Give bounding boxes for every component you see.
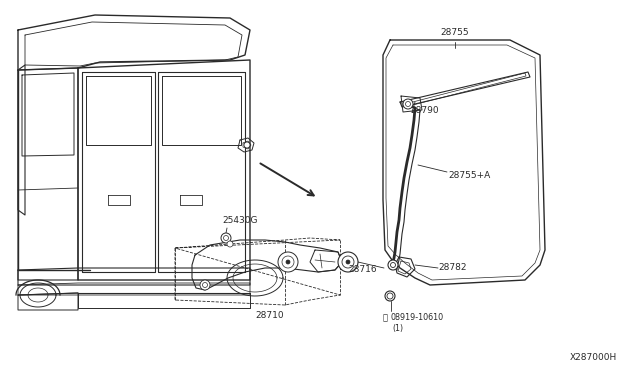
Circle shape	[403, 99, 413, 109]
Circle shape	[282, 256, 294, 268]
Circle shape	[244, 142, 250, 148]
Text: 08919-10610: 08919-10610	[391, 314, 444, 323]
Circle shape	[342, 256, 354, 268]
Circle shape	[200, 280, 210, 290]
Circle shape	[278, 252, 298, 272]
Circle shape	[390, 263, 396, 267]
Text: 25430G: 25430G	[222, 215, 257, 224]
Circle shape	[385, 291, 395, 301]
Circle shape	[227, 241, 233, 247]
Text: 28782: 28782	[438, 263, 467, 273]
Text: Ⓝ: Ⓝ	[383, 314, 388, 323]
Text: (1): (1)	[392, 324, 404, 333]
Text: 28755: 28755	[441, 28, 469, 36]
Text: 28710: 28710	[256, 311, 284, 321]
Circle shape	[388, 260, 398, 270]
Circle shape	[286, 260, 290, 264]
Text: 28716: 28716	[348, 266, 376, 275]
Text: 28790: 28790	[410, 106, 438, 115]
Circle shape	[202, 282, 207, 288]
Circle shape	[387, 293, 393, 299]
Circle shape	[223, 235, 228, 241]
Text: 28755+A: 28755+A	[448, 170, 490, 180]
Circle shape	[221, 233, 231, 243]
Circle shape	[346, 260, 350, 264]
Text: X287000H: X287000H	[570, 353, 617, 362]
Circle shape	[338, 252, 358, 272]
Circle shape	[406, 102, 410, 106]
